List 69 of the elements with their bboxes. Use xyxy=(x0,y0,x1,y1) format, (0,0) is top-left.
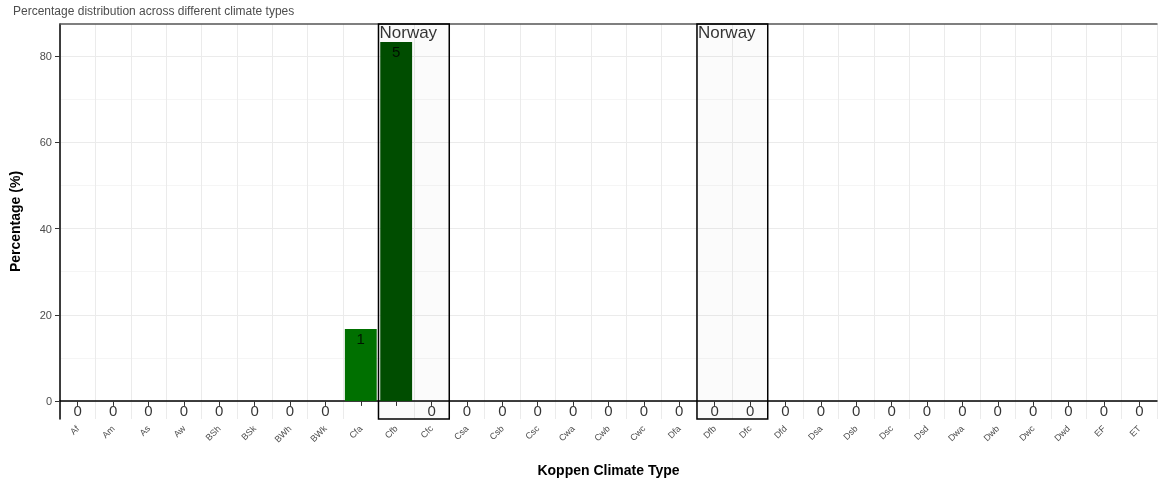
annotation: 0 xyxy=(604,401,613,419)
annotation: 0 xyxy=(675,401,684,419)
chart-title: Percentage distribution across different climate types xyxy=(13,4,295,18)
x-tick-label: Cwa xyxy=(556,423,577,444)
annotation: 0 xyxy=(1099,401,1109,419)
annotation: 0 xyxy=(1064,401,1073,419)
annotation: 0 xyxy=(710,401,719,419)
x-tick-label: Cfa xyxy=(347,423,365,441)
y-tick-label: 20 xyxy=(39,308,52,321)
annotation: 0 xyxy=(427,401,436,419)
annotation: 0 xyxy=(73,401,82,419)
annotation: 0 xyxy=(922,401,932,419)
x-tick-label: Csb xyxy=(487,423,506,442)
annotation: 0 xyxy=(958,401,967,419)
x-tick-label: Dfd xyxy=(772,423,789,441)
x-tick-label: EF xyxy=(1092,423,1108,439)
x-tick-label: Dwa xyxy=(946,423,966,444)
annotation: 0 xyxy=(568,401,578,419)
annotation: 0 xyxy=(1135,401,1144,419)
y-axis-title: Percentage (%) xyxy=(7,170,23,273)
annotation: 0 xyxy=(215,401,224,419)
x-tick-label: Dwc xyxy=(1017,423,1038,443)
x-tick-label: BSh xyxy=(203,423,223,443)
annotation: 0 xyxy=(993,401,1002,419)
annotation: 5 xyxy=(392,43,401,61)
annotation: 0 xyxy=(285,401,295,419)
x-tick-label: Csa xyxy=(452,423,471,442)
band-label: Norway xyxy=(697,23,757,42)
x-tick-label: Cwb xyxy=(592,423,613,444)
x-tick-label: Dsb xyxy=(841,423,860,442)
x-tick-label: Dsc xyxy=(877,423,896,442)
annotation: 0 xyxy=(498,401,507,419)
annotation: 1 xyxy=(356,329,365,347)
x-tick-label: Dfc xyxy=(736,423,754,441)
annotation: 0 xyxy=(144,401,153,419)
annotation: 0 xyxy=(321,401,330,419)
x-tick-label: Aw xyxy=(171,423,188,440)
x-tick-label: As xyxy=(137,423,153,438)
annotation: 0 xyxy=(533,401,542,419)
x-tick-label: Dfa xyxy=(665,423,683,441)
x-tick-label: Dfb xyxy=(701,423,719,441)
annotation: 0 xyxy=(108,401,118,419)
band-label: Norway xyxy=(379,23,438,42)
y-tick-label: 40 xyxy=(39,222,52,235)
y-tick-label: 80 xyxy=(39,50,52,63)
x-tick-label: Am xyxy=(100,423,117,441)
annotation: 0 xyxy=(1028,401,1038,419)
x-axis-title: Koppen Climate Type xyxy=(537,462,680,478)
annotation: 0 xyxy=(462,401,472,419)
y-tick-label: 60 xyxy=(39,136,52,149)
x-tick-label: Cfb xyxy=(382,423,400,441)
annotation: 0 xyxy=(179,401,189,419)
x-tick-label: BSk xyxy=(239,423,259,443)
x-tick-label: Cfc xyxy=(418,423,436,441)
annotation: 0 xyxy=(639,401,649,419)
annotation: 0 xyxy=(852,401,861,419)
x-tick-label: Af xyxy=(68,423,82,437)
annotation: 0 xyxy=(887,401,896,419)
x-tick-label: Csc xyxy=(523,423,542,442)
x-tick-label: ET xyxy=(1127,423,1144,439)
annotation: 0 xyxy=(816,401,825,419)
x-tick-label: Dwb xyxy=(981,423,1002,444)
x-tick-label: Dsa xyxy=(805,423,825,442)
annotation: 0 xyxy=(745,401,755,419)
x-tick-label: Cwc xyxy=(628,423,648,443)
annotation: 0 xyxy=(250,401,259,419)
x-tick-label: Dsd xyxy=(912,423,931,442)
y-tick-label: 0 xyxy=(45,394,52,407)
annotation: 0 xyxy=(781,401,790,419)
